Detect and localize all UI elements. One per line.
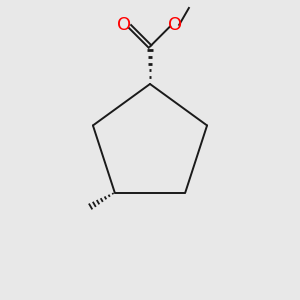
Text: O: O xyxy=(117,16,131,34)
Text: O: O xyxy=(169,16,183,34)
